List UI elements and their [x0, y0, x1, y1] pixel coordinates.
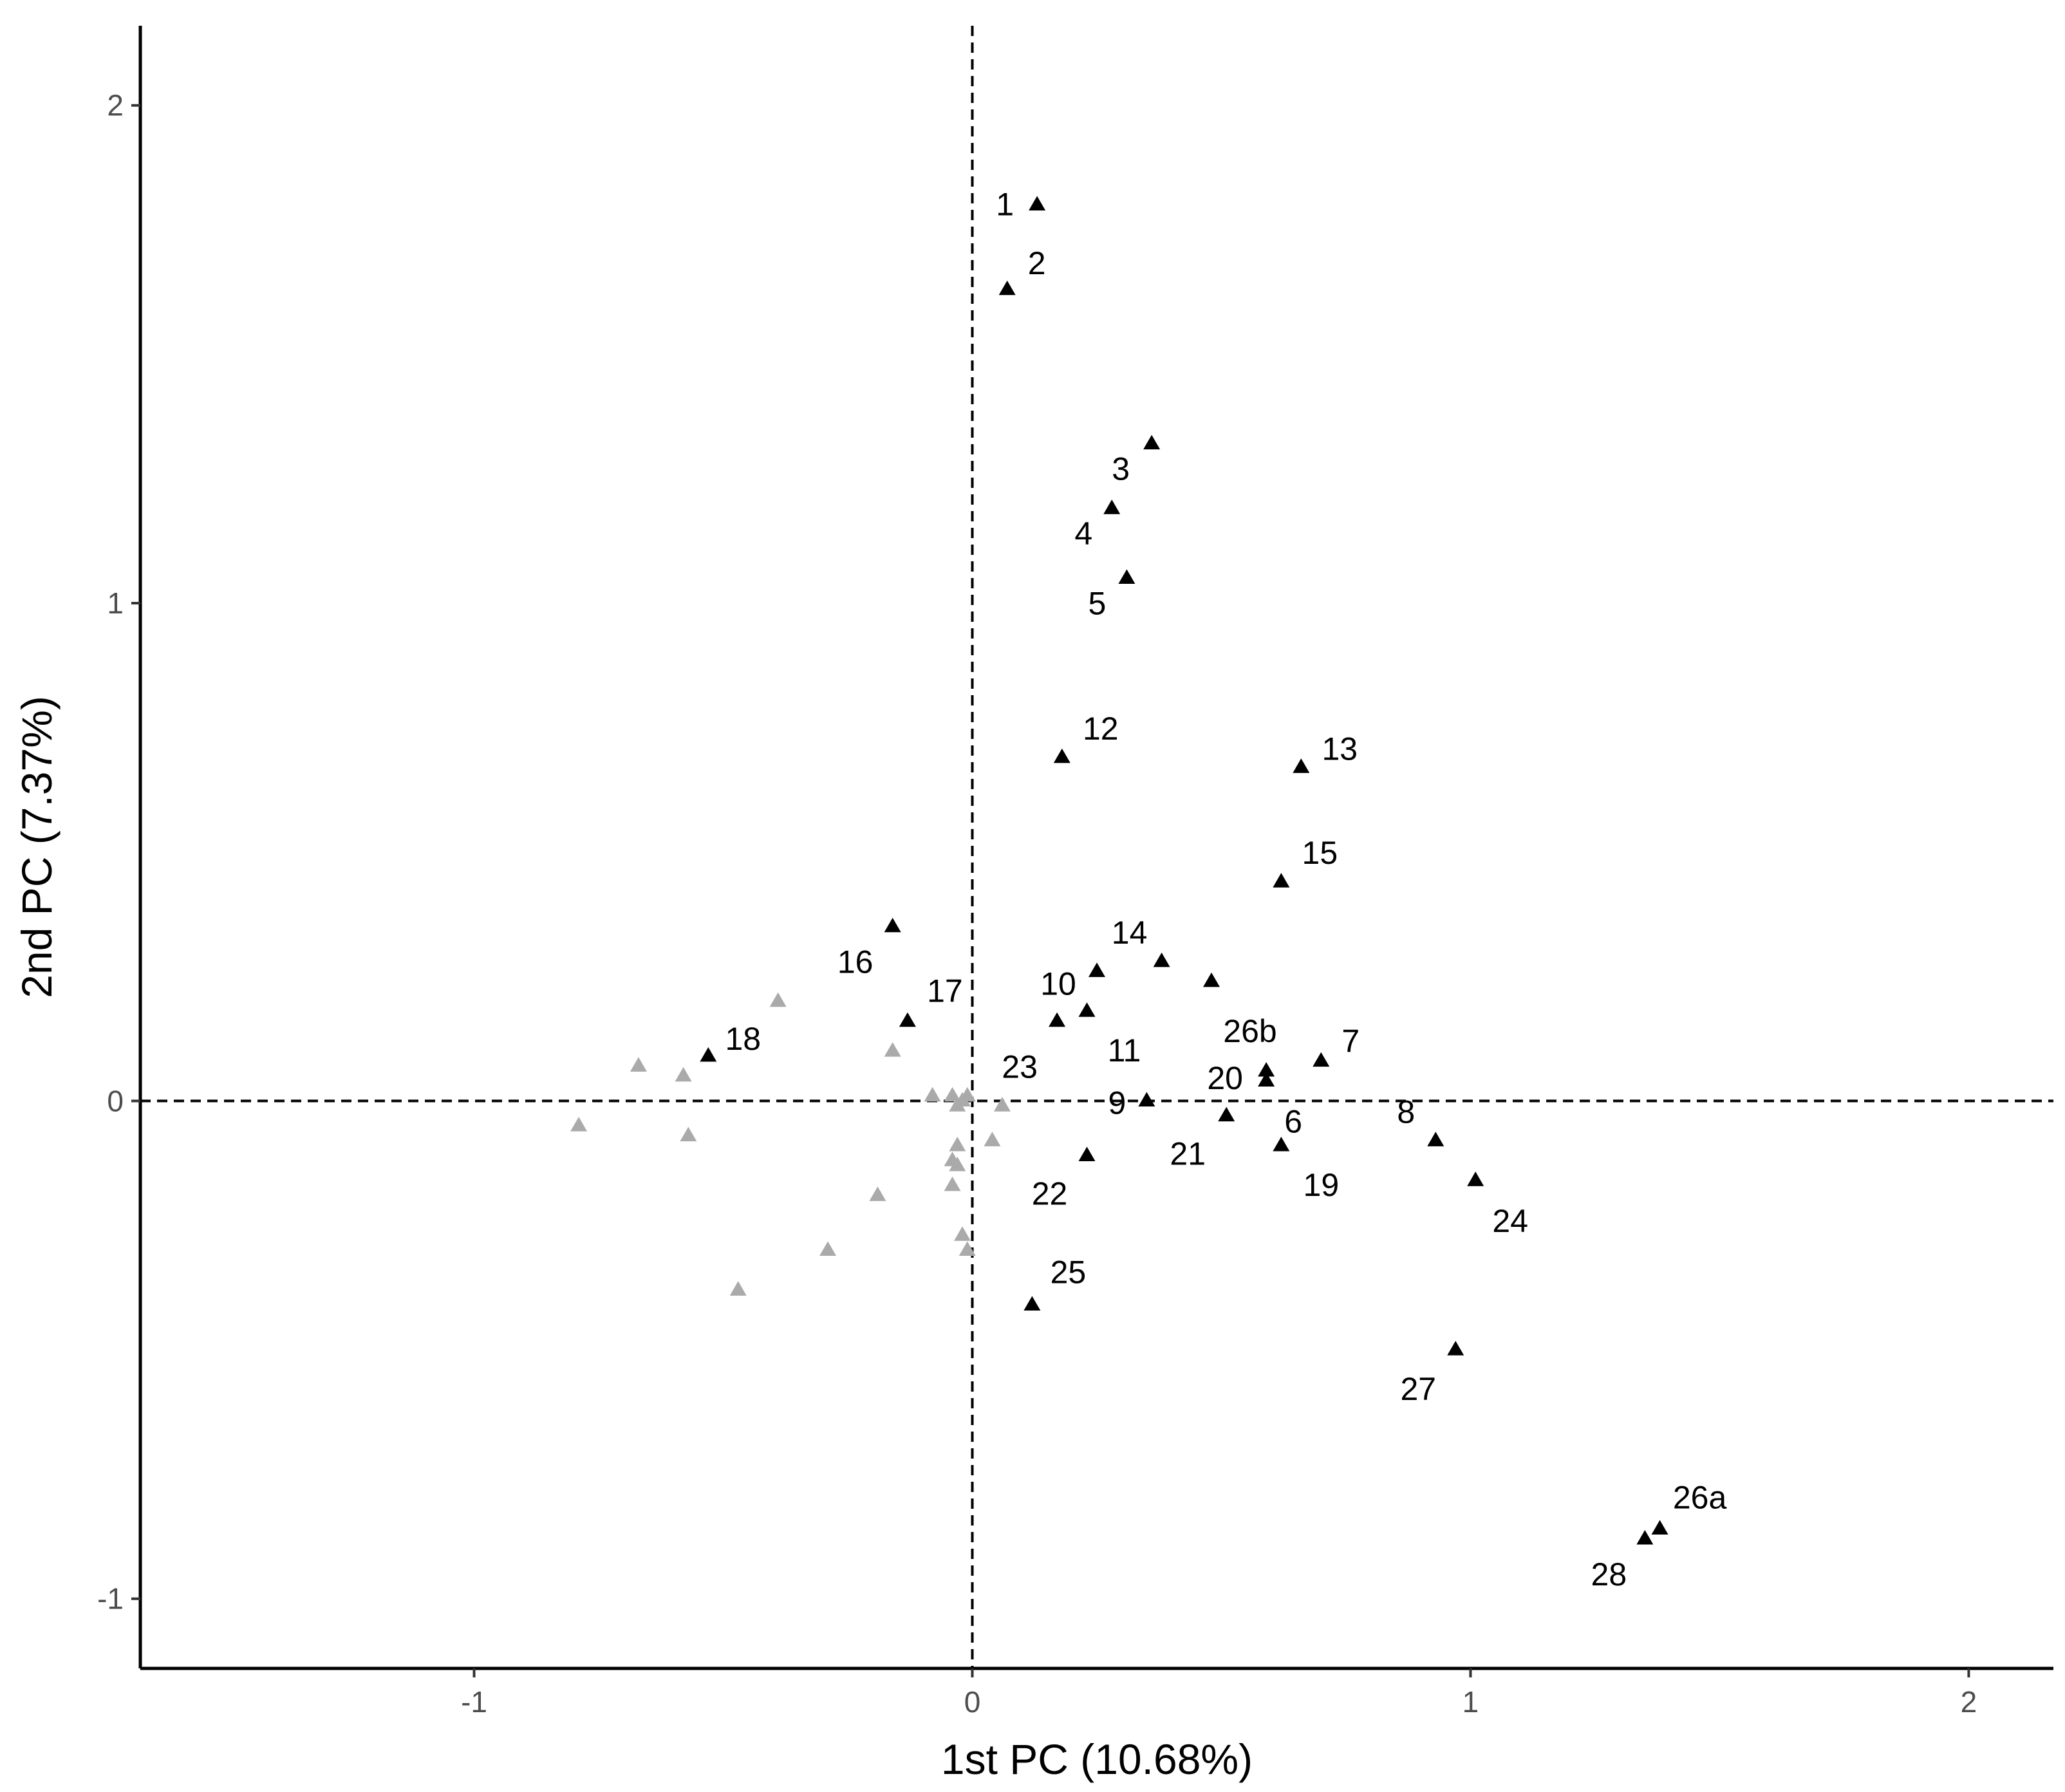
unlabeled-point [958, 1241, 976, 1256]
data-point-17 [899, 1012, 916, 1027]
data-point-28 [1636, 1529, 1654, 1545]
data-point-18 [700, 1047, 717, 1062]
y-tick-label: 1 [107, 586, 124, 620]
y-tick-label: -1 [97, 1582, 124, 1616]
unlabeled-point [949, 1137, 966, 1152]
data-point-21 [1218, 1106, 1235, 1122]
data-point-11 [1078, 1002, 1096, 1017]
point-label-12: 12 [1083, 711, 1119, 747]
data-point-23 [1049, 1012, 1066, 1027]
point-label-23: 23 [1002, 1049, 1038, 1085]
point-label-16: 16 [837, 944, 874, 980]
data-point-8 [1427, 1132, 1444, 1146]
data-point-25 [1023, 1296, 1041, 1311]
unlabeled-point [884, 1042, 901, 1057]
data-point-7 [1313, 1052, 1330, 1067]
y-axis-title: 2nd PC (7.37%) [13, 696, 61, 998]
point-label-26b: 26b [1223, 1013, 1276, 1049]
point-label-25: 25 [1051, 1254, 1087, 1290]
point-label-14: 14 [1112, 915, 1148, 951]
data-point-2 [998, 280, 1016, 295]
point-label-19: 19 [1303, 1167, 1340, 1203]
point-label-27: 27 [1400, 1371, 1436, 1407]
unlabeled-point [869, 1186, 886, 1201]
data-point-26a [1651, 1520, 1668, 1535]
data-point-22 [1078, 1146, 1096, 1162]
unlabeled-points-group [570, 992, 1011, 1296]
point-label-20: 20 [1207, 1060, 1243, 1096]
data-point-6 [1258, 1072, 1275, 1087]
x-tick-label: -1 [461, 1685, 487, 1719]
reference-lines [140, 26, 2053, 1668]
point-label-1: 1 [996, 186, 1014, 222]
point-label-22: 22 [1032, 1175, 1068, 1211]
point-label-2: 2 [1028, 245, 1046, 281]
point-label-5: 5 [1089, 585, 1107, 621]
x-tick-label: 0 [964, 1685, 981, 1719]
point-label-11: 11 [1108, 1032, 1141, 1069]
point-label-24: 24 [1492, 1203, 1528, 1239]
data-point-10 [1089, 962, 1105, 977]
point-label-21: 21 [1170, 1136, 1206, 1172]
data-point-24 [1467, 1171, 1484, 1186]
unlabeled-point [729, 1281, 747, 1296]
point-label-26a: 26a [1673, 1479, 1727, 1515]
unlabeled-point [675, 1067, 692, 1082]
unlabeled-point [993, 1097, 1011, 1112]
point-label-3: 3 [1112, 451, 1130, 487]
data-point-1 [1029, 196, 1046, 210]
data-point-4 [1103, 499, 1121, 514]
data-point-15 [1273, 873, 1290, 888]
unlabeled-point [984, 1132, 1001, 1146]
x-axis-title: 1st PC (10.68%) [941, 1735, 1253, 1783]
point-label-7: 7 [1341, 1023, 1360, 1059]
y-tick-label: 0 [107, 1084, 124, 1117]
data-point-3 [1143, 434, 1161, 450]
data-point-27 [1447, 1341, 1464, 1356]
unlabeled-point [924, 1087, 941, 1102]
point-label-28: 28 [1591, 1556, 1627, 1592]
unlabeled-point [954, 1226, 971, 1241]
data-point-5 [1118, 569, 1135, 584]
unlabeled-point [949, 1097, 966, 1112]
data-point-9 [1138, 1092, 1155, 1106]
unlabeled-point [769, 992, 787, 1007]
y-tick-label: 2 [107, 89, 124, 122]
point-label-17: 17 [927, 973, 963, 1009]
labeled-points-group [700, 196, 1668, 1545]
point-label-4: 4 [1074, 516, 1092, 552]
unlabeled-point [819, 1241, 837, 1256]
point-label-9: 9 [1108, 1085, 1126, 1121]
data-point-20 [1258, 1062, 1275, 1077]
unlabeled-point [958, 1087, 976, 1102]
unlabeled-point [944, 1087, 961, 1102]
x-tick-label: 2 [1961, 1685, 1977, 1719]
data-point-16 [884, 917, 901, 933]
unlabeled-point [680, 1126, 697, 1142]
data-point-12 [1053, 748, 1070, 763]
unlabeled-point [570, 1117, 588, 1132]
unlabeled-point [630, 1057, 647, 1072]
data-point-14 [1153, 952, 1170, 967]
x-tick-label: 1 [1462, 1685, 1479, 1719]
unlabeled-point [949, 1156, 966, 1171]
point-label-6: 6 [1284, 1103, 1302, 1139]
data-point-13 [1293, 758, 1310, 773]
point-label-13: 13 [1322, 731, 1358, 767]
unlabeled-point [944, 1176, 961, 1191]
point-label-10: 10 [1040, 966, 1076, 1002]
point-label-18: 18 [725, 1021, 762, 1057]
data-point-19 [1273, 1137, 1290, 1152]
point-label-15: 15 [1302, 835, 1338, 871]
point-label-8: 8 [1397, 1094, 1415, 1130]
data-point-26b [1203, 972, 1220, 987]
